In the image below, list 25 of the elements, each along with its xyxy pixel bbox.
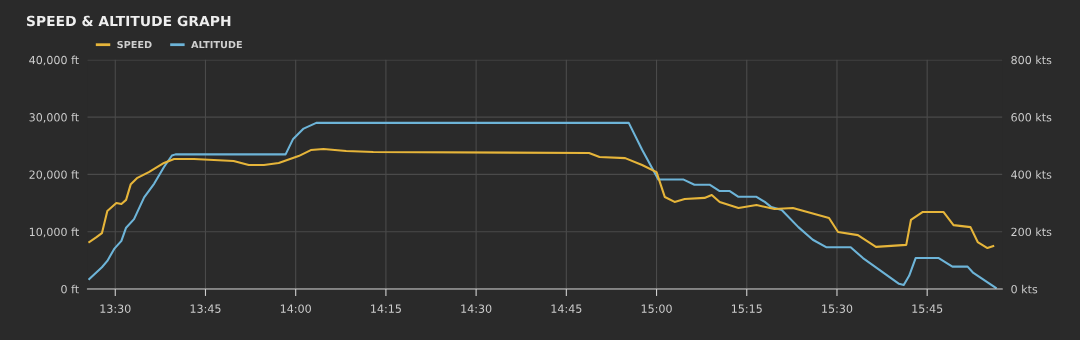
- legend-label: SPEED: [117, 40, 152, 49]
- legend-label: ALTITUDE: [191, 41, 242, 49]
- x-tick-label: 14:15: [371, 304, 401, 313]
- line-series: [88, 121, 997, 289]
- x-tick-label: 14:00: [280, 304, 311, 313]
- y2-tick-label: 600 kts: [1011, 112, 1052, 122]
- x-tick-label: 13:30: [100, 304, 131, 313]
- y-tick-label: 0 ft: [61, 284, 79, 294]
- x-tick-label: 15:45: [912, 304, 943, 313]
- y2-tick-label: 400 kts: [1011, 170, 1052, 179]
- line-series: [88, 147, 995, 250]
- y-tick-label: 20,000 ft: [29, 170, 79, 180]
- x-tick-label: 14:45: [551, 304, 582, 313]
- x-tick-label: 15:00: [641, 304, 672, 313]
- x-tick-label: 14:30: [461, 304, 492, 313]
- x-tick-label: 13:45: [190, 304, 221, 313]
- y2-tick-label: 800 kts: [1011, 55, 1052, 65]
- y-tick-label: 10,000 ft: [29, 227, 79, 238]
- y2-tick-label: 200 kts: [1011, 227, 1052, 237]
- y-tick-label: 40,000 ft: [29, 55, 79, 66]
- y-tick-label: 30,000 ft: [29, 112, 79, 123]
- chart-title: SPEED & ALTITUDE GRAPH: [26, 15, 231, 27]
- x-tick-label: 15:15: [731, 304, 762, 313]
- y2-tick-label: 0 kts: [1011, 284, 1038, 294]
- x-tick-label: 15:30: [822, 304, 853, 313]
